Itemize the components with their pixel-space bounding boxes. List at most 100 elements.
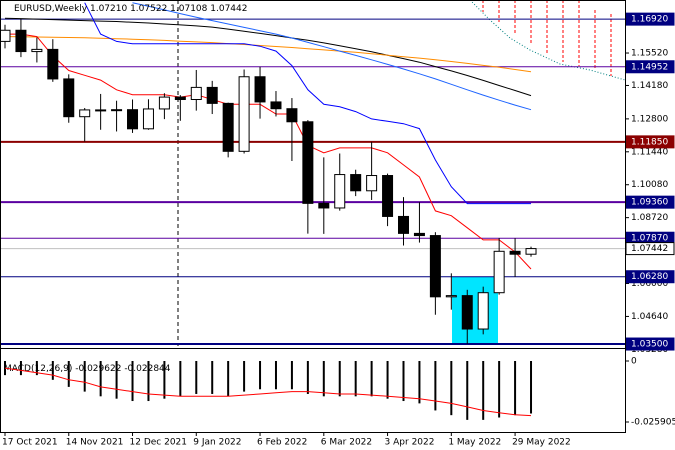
x-tick-label: 1 May 2022 bbox=[448, 438, 501, 448]
macd-signal-line bbox=[4, 367, 532, 417]
candle-body bbox=[398, 215, 409, 234]
candle bbox=[350, 169, 362, 197]
x-tick-label: 3 Apr 2022 bbox=[385, 438, 435, 448]
ichimoku-cloud bbox=[469, 0, 625, 81]
candle bbox=[398, 197, 409, 246]
y-tick-label: -0.025905 bbox=[631, 418, 675, 428]
symbol: EURUSD,Weekly bbox=[14, 4, 88, 14]
candle bbox=[0, 24, 11, 49]
candle bbox=[413, 202, 425, 243]
candle bbox=[366, 141, 378, 200]
candle-body bbox=[302, 121, 314, 204]
level-label: 1.14952 bbox=[631, 62, 668, 72]
level-label: 1.16920 bbox=[631, 15, 668, 25]
candle bbox=[238, 69, 250, 154]
candle-body bbox=[111, 109, 123, 112]
level-label: 1.11850 bbox=[631, 137, 668, 147]
candle bbox=[509, 238, 521, 277]
candle-body bbox=[142, 108, 154, 130]
candle-body bbox=[270, 101, 282, 110]
x-tick-label: 9 Jan 2022 bbox=[193, 438, 241, 448]
candle bbox=[270, 91, 282, 117]
ohlc-open: 1.07210 bbox=[90, 4, 127, 14]
candle bbox=[47, 39, 59, 82]
y-tick-label: 1.06000 bbox=[631, 279, 668, 289]
level-label: 1.07870 bbox=[631, 234, 668, 244]
candle-body bbox=[429, 235, 441, 298]
macd-title: MACD(12,26,9) bbox=[4, 364, 72, 374]
candle bbox=[254, 66, 266, 119]
level-label: 1.06280 bbox=[631, 272, 668, 282]
candle-body bbox=[190, 86, 202, 101]
candle-body bbox=[334, 174, 346, 209]
candle-body bbox=[158, 96, 170, 110]
candle-body bbox=[413, 232, 425, 237]
overlay: 1.15520 1.14180 1.12800 1.11440 1.10080 1.087… bbox=[625, 12, 675, 355]
candle bbox=[477, 286, 489, 335]
candle bbox=[127, 99, 139, 133]
candle-body bbox=[222, 102, 234, 152]
candle bbox=[318, 157, 330, 234]
level-label: 1.03500 bbox=[631, 340, 668, 350]
candle-body bbox=[286, 108, 298, 123]
macd-main: -0.029622 bbox=[75, 364, 121, 374]
x-tick-label: 6 Feb 2022 bbox=[257, 438, 307, 448]
candle-body bbox=[254, 76, 266, 103]
candle-body bbox=[0, 29, 11, 42]
plot-border bbox=[0, 0, 626, 433]
level-label: 1.09360 bbox=[631, 198, 668, 208]
candle bbox=[63, 74, 75, 123]
candle bbox=[222, 102, 234, 158]
candle bbox=[429, 232, 441, 315]
level-label: 1.07442 bbox=[631, 244, 668, 254]
candle-body bbox=[445, 295, 457, 298]
candle bbox=[493, 237, 505, 295]
y-tick-label: 0 bbox=[631, 356, 637, 366]
candle-body bbox=[127, 109, 139, 130]
x-tick-label: 12 Dec 2021 bbox=[130, 438, 188, 448]
highlight-zone bbox=[452, 277, 498, 345]
candle bbox=[158, 93, 170, 120]
candle bbox=[190, 69, 202, 111]
candle-body bbox=[366, 175, 378, 192]
candle-body bbox=[31, 48, 43, 53]
candle bbox=[286, 98, 298, 161]
candle-body bbox=[509, 250, 521, 255]
candle bbox=[31, 37, 43, 63]
y-tick-label: 1.11440 bbox=[631, 147, 668, 157]
indicator-line bbox=[132, 2, 532, 111]
y-tick-label: 1.15520 bbox=[631, 49, 668, 59]
candle-body bbox=[525, 248, 537, 255]
candle-body bbox=[95, 109, 107, 112]
candle bbox=[15, 19, 27, 58]
candle-body bbox=[318, 202, 330, 209]
candle bbox=[111, 100, 123, 132]
x-tick-label: 6 Mar 2022 bbox=[321, 438, 372, 448]
indicator-line bbox=[4, 36, 532, 73]
indicator-line bbox=[84, 2, 531, 205]
candle-body bbox=[493, 250, 505, 294]
candle bbox=[461, 289, 473, 345]
candle-body bbox=[238, 76, 250, 152]
candle-body bbox=[47, 48, 59, 80]
candle-body bbox=[382, 175, 394, 217]
ohlc-high: 1.07522 bbox=[130, 4, 167, 14]
y-tick-label: 1.14180 bbox=[631, 81, 668, 91]
indicator-line bbox=[5, 33, 532, 270]
header: EURUSD,Weekly 1.07210 1.07522 1.07108 1.… bbox=[14, 4, 247, 14]
candle-body bbox=[461, 295, 473, 330]
y-tick-label: 1.12800 bbox=[631, 114, 668, 124]
candle bbox=[174, 95, 186, 121]
candle bbox=[79, 107, 91, 142]
candle-body bbox=[350, 174, 362, 192]
candle bbox=[95, 93, 107, 130]
ohlc-close: 1.07442 bbox=[210, 4, 247, 14]
candle-body bbox=[174, 96, 186, 101]
candle bbox=[382, 173, 394, 227]
x-tick-label: 17 Oct 2021 bbox=[2, 438, 58, 448]
candle bbox=[302, 120, 314, 234]
x-tick-label: 29 May 2022 bbox=[512, 438, 571, 448]
